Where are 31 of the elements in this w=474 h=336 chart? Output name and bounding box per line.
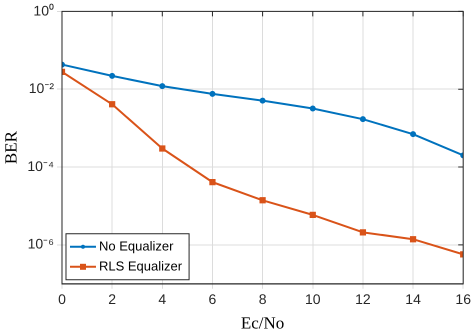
point [159, 83, 166, 90]
point [410, 131, 416, 138]
point [259, 197, 266, 204]
point [360, 229, 366, 236]
y-tick-label: 10⁻² [28, 80, 54, 96]
x-tick-label: 4 [158, 291, 166, 308]
x-tick-label: 16 [455, 291, 472, 308]
point [310, 105, 316, 112]
point [159, 145, 166, 152]
y-tick-label: 10⁻⁴ [27, 158, 54, 174]
legend-label: No Equalizer [98, 238, 174, 254]
legend-label: RLS Equalizer [98, 258, 183, 274]
point [360, 116, 366, 122]
x-tick-label: 6 [208, 291, 217, 308]
point [260, 98, 266, 104]
x-axis-title: Ec/No [240, 313, 284, 332]
y-tick-label: 10⁰ [33, 2, 54, 18]
point [410, 236, 416, 242]
point [209, 90, 216, 97]
point [109, 101, 116, 108]
point [109, 72, 116, 79]
x-tick-label: 12 [355, 291, 371, 308]
x-tick-label: 2 [108, 291, 116, 308]
point [310, 212, 316, 218]
x-tick-label: 14 [405, 291, 422, 308]
y-axis-title: BER [2, 130, 21, 164]
point [209, 179, 216, 186]
x-tick-label: 10 [304, 291, 321, 308]
y-tick-label: 10⁻⁶ [28, 236, 54, 252]
x-tick-label: 0 [58, 291, 66, 308]
x-tick-label: 8 [258, 291, 267, 308]
